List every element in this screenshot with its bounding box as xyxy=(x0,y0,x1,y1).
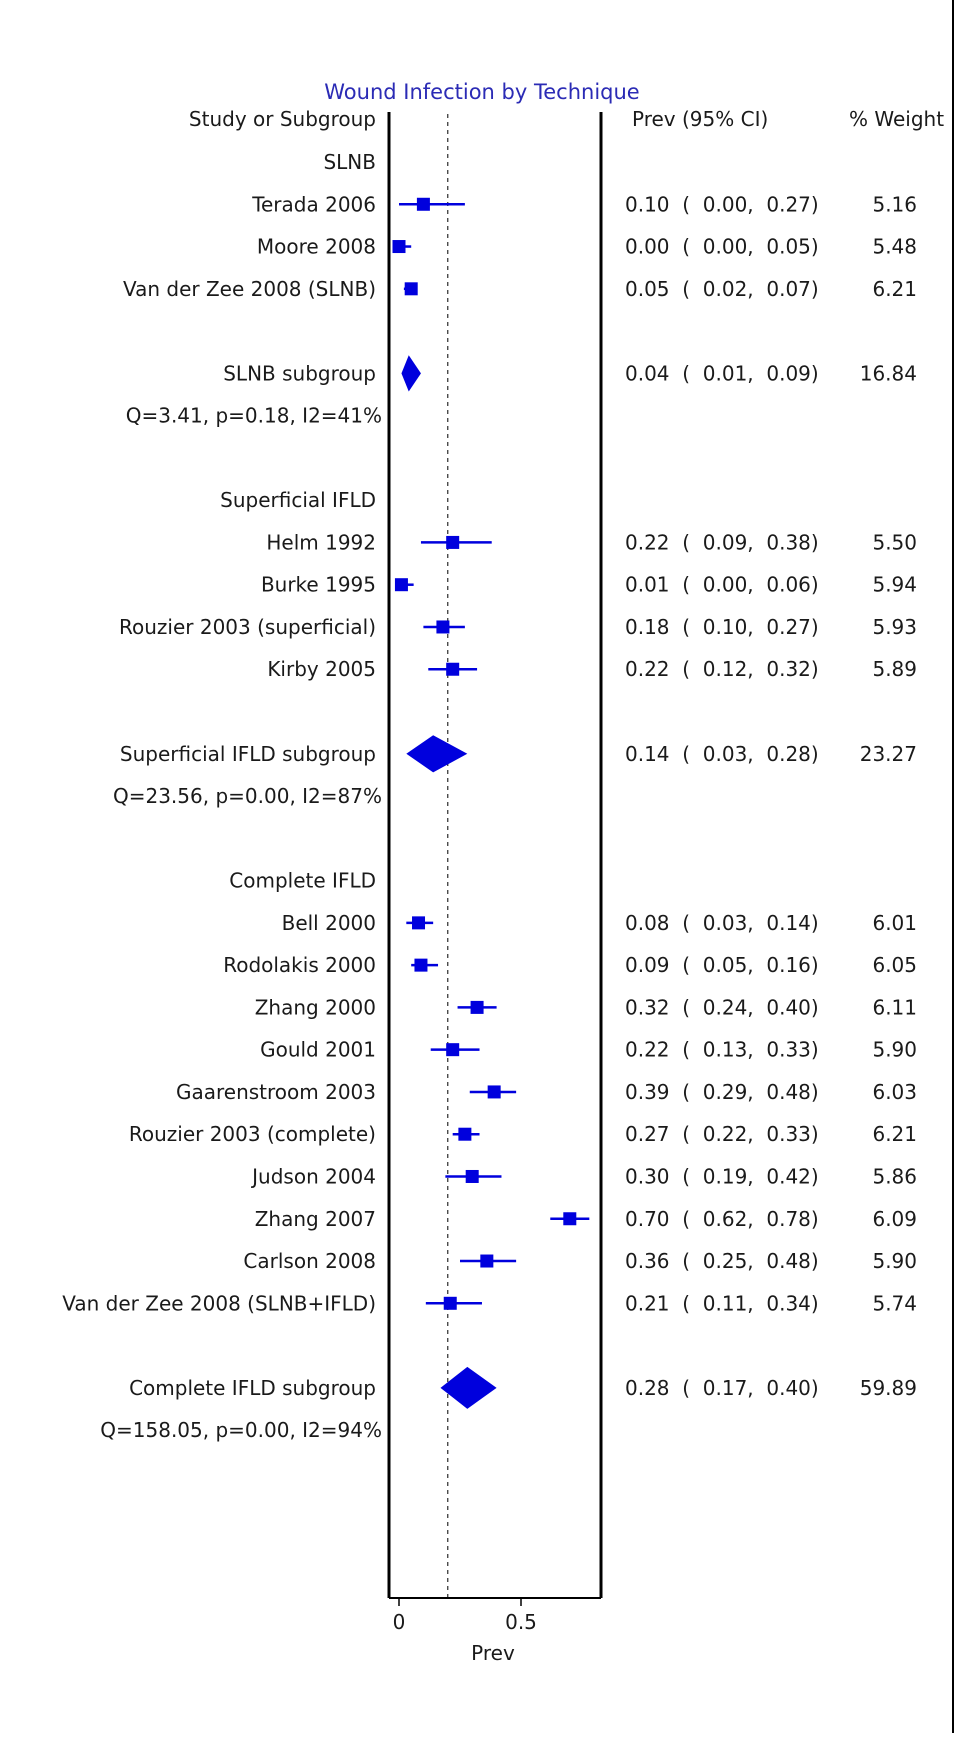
point-estimate xyxy=(416,197,430,211)
weight-text: 5.93 xyxy=(872,615,917,639)
ci-text: 0.22 ( 0.13, 0.33) xyxy=(625,1038,819,1062)
study-label: Bell 2000 xyxy=(282,911,376,935)
chart-title: Wound Infection by Technique xyxy=(324,80,639,104)
study-label: Rouzier 2003 (superficial) xyxy=(119,615,376,639)
point-estimate xyxy=(392,240,406,254)
ci-text: 0.09 ( 0.05, 0.16) xyxy=(625,953,819,977)
column-header-study: Study or Subgroup xyxy=(189,107,376,131)
subgroup-label: SLNB subgroup xyxy=(223,361,376,385)
weight-text: 6.01 xyxy=(872,911,917,935)
subgroup-diamond xyxy=(401,355,421,392)
study-label: Burke 1995 xyxy=(261,573,376,597)
ci-text: 0.14 ( 0.03, 0.28) xyxy=(625,742,819,766)
ci-text: 0.05 ( 0.02, 0.07) xyxy=(625,277,819,301)
point-estimate xyxy=(563,1212,577,1226)
ci-text: 0.04 ( 0.01, 0.09) xyxy=(625,361,819,385)
heterogeneity-stats: Q=158.05, p=0.00, I2=94% xyxy=(100,1418,382,1442)
study-label: Van der Zee 2008 (SLNB) xyxy=(123,277,376,301)
point-estimate xyxy=(458,1127,472,1141)
weight-text: 6.21 xyxy=(872,277,917,301)
x-tick-label: 0 xyxy=(393,1610,406,1634)
ci-text: 0.00 ( 0.00, 0.05) xyxy=(625,235,819,259)
study-label: Moore 2008 xyxy=(257,235,376,259)
heterogeneity-stats: Q=23.56, p=0.00, I2=87% xyxy=(113,784,382,808)
point-estimate xyxy=(480,1254,494,1268)
subgroup-diamond xyxy=(406,735,468,773)
weight-text: 6.09 xyxy=(872,1207,917,1231)
column-header-ci: Prev (95% CI) xyxy=(632,107,768,131)
weight-text: 5.48 xyxy=(872,235,917,259)
weight-text: 5.74 xyxy=(872,1291,917,1315)
point-estimate xyxy=(443,1296,457,1310)
ci-text: 0.27 ( 0.22, 0.33) xyxy=(625,1122,819,1146)
subgroup-label: Superficial IFLD subgroup xyxy=(120,742,376,766)
point-estimate xyxy=(487,1085,501,1099)
ci-text: 0.21 ( 0.11, 0.34) xyxy=(625,1291,819,1315)
point-estimate xyxy=(446,1043,460,1057)
point-estimate xyxy=(465,1169,479,1183)
study-label: Gaarenstroom 2003 xyxy=(176,1080,376,1104)
ci-text: 0.28 ( 0.17, 0.40) xyxy=(625,1376,819,1400)
ci-text: 0.10 ( 0.00, 0.27) xyxy=(625,192,819,216)
study-label: Helm 1992 xyxy=(266,530,376,554)
ci-text: 0.18 ( 0.10, 0.27) xyxy=(625,615,819,639)
chart-marks: 0 0.5 SLNB Terada 2006 0.10 ( 0.00, 0.27) 5.1… xyxy=(62,0,954,1733)
study-label: Judson 2004 xyxy=(250,1164,376,1188)
weight-text: 16.84 xyxy=(860,361,917,385)
ci-text: 0.70 ( 0.62, 0.78) xyxy=(625,1207,819,1231)
point-estimate xyxy=(414,958,428,972)
subgroup-header: Complete IFLD xyxy=(229,869,376,893)
subgroup-header: Superficial IFLD xyxy=(220,488,376,512)
point-estimate xyxy=(412,916,426,930)
study-label: Kirby 2005 xyxy=(267,657,376,681)
point-estimate xyxy=(394,578,408,592)
ci-text: 0.01 ( 0.00, 0.06) xyxy=(625,573,819,597)
weight-text: 23.27 xyxy=(860,742,917,766)
ci-text: 0.22 ( 0.12, 0.32) xyxy=(625,657,819,681)
x-tick-label: 0.5 xyxy=(505,1610,537,1634)
weight-text: 6.21 xyxy=(872,1122,917,1146)
weight-text: 6.05 xyxy=(872,953,917,977)
weight-text: 5.86 xyxy=(872,1164,917,1188)
subgroup-label: Complete IFLD subgroup xyxy=(129,1376,376,1400)
point-estimate xyxy=(446,535,460,549)
point-estimate xyxy=(404,282,418,296)
study-label: Terada 2006 xyxy=(251,192,376,216)
point-estimate xyxy=(446,662,460,676)
ci-text: 0.08 ( 0.03, 0.14) xyxy=(625,911,819,935)
subgroup-diamond xyxy=(440,1366,497,1409)
weight-text: 5.90 xyxy=(872,1038,917,1062)
study-label: Zhang 2007 xyxy=(255,1207,376,1231)
ci-text: 0.30 ( 0.19, 0.42) xyxy=(625,1164,819,1188)
study-label: Van der Zee 2008 (SLNB+IFLD) xyxy=(62,1291,376,1315)
weight-text: 6.03 xyxy=(872,1080,917,1104)
x-axis-label: Prev xyxy=(471,1641,515,1665)
study-label: Carlson 2008 xyxy=(243,1249,376,1273)
study-label: Rouzier 2003 (complete) xyxy=(129,1122,376,1146)
heterogeneity-stats: Q=3.41, p=0.18, I2=41% xyxy=(126,404,382,428)
column-header-weight: % Weight xyxy=(849,107,944,131)
weight-text: 6.11 xyxy=(872,995,917,1019)
study-label: Gould 2001 xyxy=(260,1038,376,1062)
weight-text: 5.89 xyxy=(872,657,917,681)
point-estimate xyxy=(470,1000,484,1014)
ci-text: 0.22 ( 0.09, 0.38) xyxy=(625,530,819,554)
ci-text: 0.39 ( 0.29, 0.48) xyxy=(625,1080,819,1104)
ci-text: 0.32 ( 0.24, 0.40) xyxy=(625,995,819,1019)
weight-text: 5.16 xyxy=(872,192,917,216)
subgroup-header: SLNB xyxy=(323,150,376,174)
weight-text: 5.94 xyxy=(872,573,917,597)
ci-text: 0.36 ( 0.25, 0.48) xyxy=(625,1249,819,1273)
weight-text: 5.50 xyxy=(872,530,917,554)
weight-text: 59.89 xyxy=(860,1376,917,1400)
study-label: Zhang 2000 xyxy=(255,995,376,1019)
point-estimate xyxy=(436,620,450,634)
study-label: Rodolakis 2000 xyxy=(223,953,376,977)
weight-text: 5.90 xyxy=(872,1249,917,1273)
